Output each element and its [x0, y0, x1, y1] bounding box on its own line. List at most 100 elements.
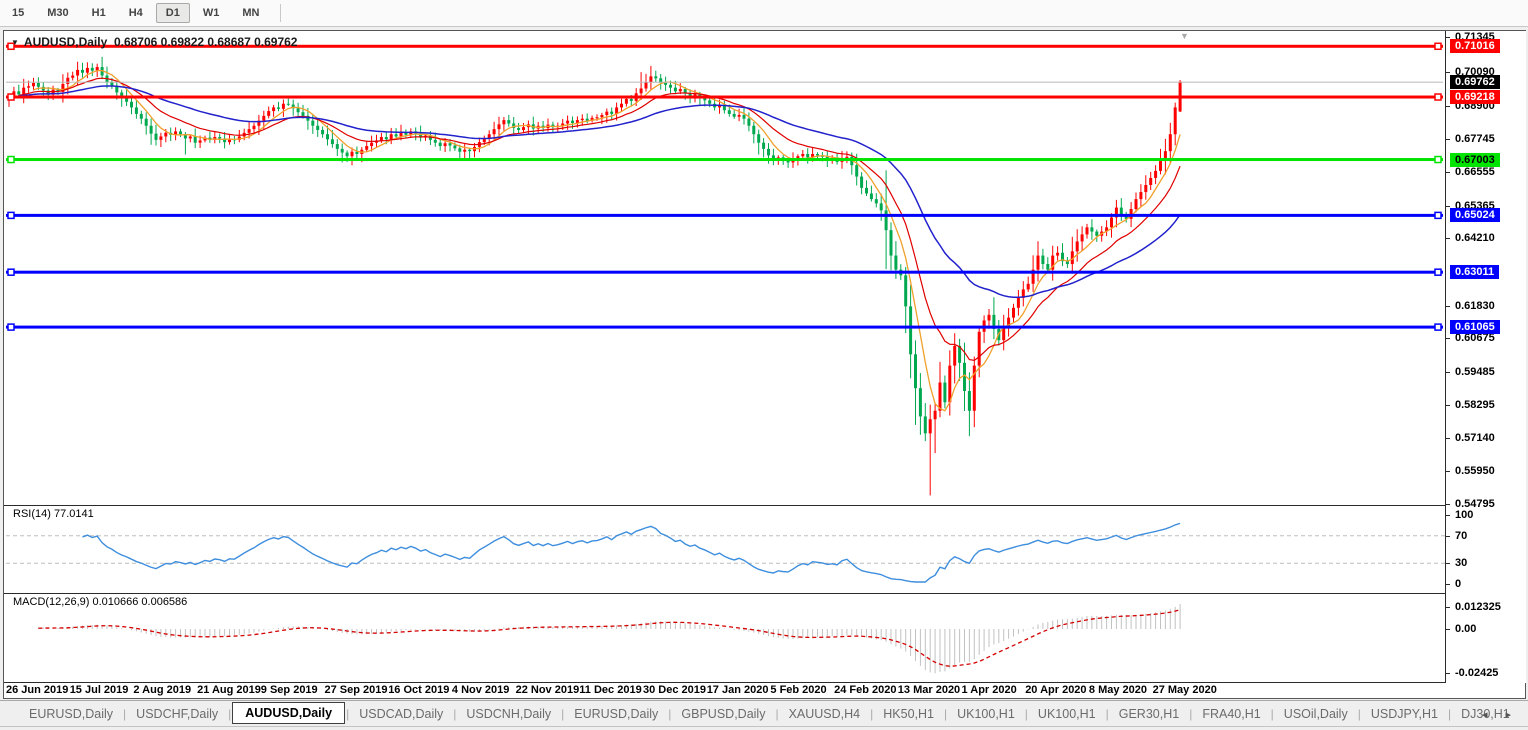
symbol-tab-eurusd-0[interactable]: EURUSD,Daily [29, 706, 114, 721]
tab-separator: | [1448, 706, 1452, 721]
date-axis-label: 11 Dec 2019 [579, 684, 642, 696]
rsi-tick-label: 70 [1455, 529, 1468, 542]
chart-title: ▼ AUDUSD,Daily 0.68706 0.69822 0.68687 0.… [11, 35, 297, 49]
rsi-tick [1446, 515, 1450, 516]
tab-separator: | [228, 706, 232, 721]
price-tick [1446, 405, 1450, 407]
price-tick [1446, 138, 1450, 140]
price-tick-label: 0.66555 [1455, 166, 1495, 179]
toolbar-divider [280, 4, 282, 22]
price-level-label: 0.69218 [1450, 90, 1500, 105]
price-level-label: 0.67003 [1450, 152, 1500, 167]
date-axis-label: 5 Feb 2020 [770, 684, 827, 696]
symbol-tab-uk100-10[interactable]: UK100,H1 [1037, 706, 1096, 721]
date-axis-label: 15 Jul 2019 [69, 684, 129, 696]
price-tick [1446, 437, 1450, 439]
price-tick-label: 0.64210 [1455, 232, 1495, 245]
tab-separator: | [1189, 706, 1193, 721]
timeframe-button-d1[interactable]: D1 [155, 3, 190, 23]
symbol-tab-usdchf-1[interactable]: USDCHF,Daily [136, 706, 219, 721]
price-tick [1446, 338, 1450, 340]
macd-indicator-label: MACD(12,26,9) 0.010666 0.006586 [13, 596, 188, 608]
price-tick-label: 0.60675 [1455, 332, 1495, 345]
date-axis-label: 2 Aug 2019 [133, 684, 192, 696]
chart-dropdown-icon[interactable]: ▼ [11, 38, 19, 47]
tab-scroll-right-button[interactable]: ▸ [1505, 709, 1511, 721]
price-tick [1446, 371, 1450, 373]
date-axis-label: 24 Feb 2020 [834, 684, 897, 696]
date-axis-label: 13 Mar 2020 [897, 684, 961, 696]
timeframe-button-mn[interactable]: MN [242, 7, 260, 19]
rsi-tick [1446, 584, 1450, 585]
symbol-tab-usdjpy-14[interactable]: USDJPY,H1 [1370, 706, 1438, 721]
tab-separator: | [1270, 706, 1274, 721]
tab-separator: | [1105, 706, 1109, 721]
price-tick-label: 0.58295 [1455, 399, 1495, 412]
tab-separator: | [870, 706, 874, 721]
symbol-tab-usoil-13[interactable]: USOil,Daily [1283, 706, 1348, 721]
tab-scroll-arrows: ◂ ▸ [1473, 708, 1520, 721]
price-tick [1446, 37, 1450, 38]
timeframe-button-15[interactable]: 15 [12, 7, 25, 19]
date-axis-label: 16 Oct 2019 [388, 684, 450, 696]
rsi-tick-label: 0 [1455, 578, 1462, 590]
date-axis-label: 22 Nov 2019 [515, 684, 580, 696]
price-tick-label: 0.59485 [1455, 365, 1495, 378]
price-level-label: 0.63011 [1450, 265, 1500, 280]
symbol-tab-ger30-11[interactable]: GER30,H1 [1118, 706, 1180, 721]
symbol-tab-uk100-9[interactable]: UK100,H1 [957, 706, 1015, 721]
tab-separator: | [775, 706, 779, 721]
symbol-tab-gbpusd-6[interactable]: GBPUSD,Daily [681, 706, 766, 721]
symbol-tab-usdcnh-4[interactable]: USDCNH,Daily [466, 706, 552, 721]
tab-separator: | [123, 706, 127, 721]
date-axis-label: 30 Dec 2019 [643, 684, 706, 696]
timeframe-button-h1[interactable]: H1 [91, 7, 106, 19]
timeframe-button-h4[interactable]: H4 [128, 7, 143, 19]
timeframe-button-w1[interactable]: W1 [202, 7, 220, 19]
macd-tick-label: 0.00 [1455, 623, 1477, 635]
symbol-tab-eurusd-5[interactable]: EURUSD,Daily [574, 706, 659, 721]
symbol-tab-hk50-8[interactable]: HK50,H1 [883, 706, 934, 721]
price-tick-label: 0.67745 [1455, 132, 1495, 145]
price-tick [1446, 172, 1450, 174]
tab-separator: | [561, 706, 565, 721]
timeframe-toolbar: 15 M30 H1 H4 D1 W1 MN [0, 0, 1528, 27]
tab-separator: | [1024, 706, 1028, 721]
date-axis[interactable]: 26 Jun 2019 15 Jul 2019 2 Aug 2019 21 Aug 2… [4, 684, 1445, 698]
price-tick-label: 0.54795 [1455, 498, 1495, 511]
date-axis-label: 1 Apr 2020 [961, 684, 1017, 696]
price-tick [1446, 471, 1450, 473]
rsi-tick-label: 30 [1455, 557, 1468, 570]
date-axis-label: 20 Apr 2020 [1025, 684, 1087, 696]
macd-tick-label: 0.012325 [1455, 600, 1501, 613]
price-axis[interactable]: 0.71345 0.70090 0.68900 0.67745 0.66555 0.653… [1445, 31, 1526, 683]
date-axis-label: 21 Aug 2019 [197, 684, 261, 696]
price-tick [1446, 205, 1450, 207]
rsi-tick-label: 100 [1455, 509, 1474, 521]
symbol-tabbar: EURUSD,Daily | USDCHF,Daily | AUDUSD,Daily | U… [0, 700, 1528, 727]
price-level-label: 0.65024 [1450, 208, 1500, 223]
current-price-label: 0.69762 [1450, 74, 1500, 89]
symbol-tab-audusd-2[interactable]: AUDUSD,Daily [232, 702, 346, 724]
date-axis-label: 26 Jun 2019 [6, 684, 69, 696]
symbol-tab-fra40-12[interactable]: FRA40,H1 [1202, 706, 1261, 721]
rsi-tick [1446, 563, 1450, 565]
tab-separator: | [668, 706, 672, 721]
symbol-tab-xauusd-7[interactable]: XAUUSD,H4 [788, 706, 861, 721]
date-axis-label: 8 May 2020 [1088, 684, 1147, 696]
macd-tick [1446, 672, 1450, 674]
timeframe-button-m30[interactable]: M30 [47, 7, 69, 19]
chart-ohlc-values: 0.68706 0.69822 0.68687 0.69762 [113, 35, 298, 49]
macd-tick [1446, 629, 1450, 630]
date-axis-label: 4 Nov 2019 [451, 684, 510, 696]
symbol-tab-usdcad-3[interactable]: USDCAD,Daily [359, 706, 444, 721]
tab-scroll-left-button[interactable]: ◂ [1481, 709, 1488, 721]
tab-separator: | [1357, 706, 1361, 721]
chart-shift-marker-icon[interactable]: ▼ [1180, 31, 1189, 41]
macd-tick [1446, 606, 1450, 608]
tab-separator: | [943, 706, 948, 721]
chart-window: ▼ AUDUSD,Daily 0.68706 0.69822 0.68687 0.… [3, 30, 1526, 699]
price-chart-canvas[interactable] [4, 31, 1445, 686]
date-axis-label: 27 Sep 2019 [324, 684, 388, 696]
symbol-tab-dj30-15[interactable]: DJ30,H1 [1461, 706, 1510, 721]
